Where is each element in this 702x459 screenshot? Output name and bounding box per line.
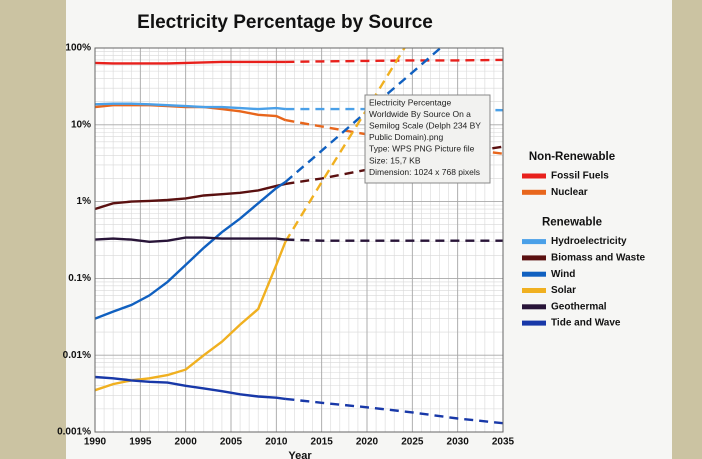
legend-swatch xyxy=(522,320,546,326)
x-tick-label: 2035 xyxy=(492,437,515,448)
tooltip: Electricity Percentage Worldwide By Sourc… xyxy=(364,94,491,184)
chart-title: Electricity Percentage by Source xyxy=(137,12,433,33)
projection-line xyxy=(285,58,503,64)
y-tick-label: 0.01% xyxy=(63,350,91,361)
projection-line xyxy=(285,238,503,242)
legend-label: Fossil Fuels xyxy=(551,171,609,182)
series-line xyxy=(95,182,286,211)
x-axis-label: Year xyxy=(288,450,312,459)
legend-group-title: Non-Renewable xyxy=(529,151,615,163)
tooltip-line: Type: WPS PNG Picture file xyxy=(369,144,475,154)
legend-swatch xyxy=(522,288,546,293)
tooltip-line: Public Domain).png xyxy=(369,132,443,142)
y-tick-label: 10% xyxy=(71,119,91,130)
x-tick-label: 2025 xyxy=(401,437,424,448)
legend: Non-Renewable Fossil Fuels Nuclear Renewabl… xyxy=(522,151,646,329)
x-tick-label: 1995 xyxy=(129,437,152,448)
tooltip-line: Semilog Scale (Delph 234 BY xyxy=(369,120,481,130)
series-line xyxy=(95,60,286,65)
x-tick-label: 2005 xyxy=(220,437,243,448)
legend-label: Biomass and Waste xyxy=(551,253,646,264)
legend-label: Wind xyxy=(551,269,575,280)
x-tick-label: 2000 xyxy=(175,437,198,448)
legend-label: Solar xyxy=(551,285,576,296)
legend-group-title: Renewable xyxy=(542,217,602,229)
y-tick-label: 100% xyxy=(65,43,91,54)
y-tick-label: 0.001% xyxy=(57,427,91,438)
legend-swatch xyxy=(522,271,546,277)
projection-line xyxy=(284,48,406,243)
legend-label: Hydroelectricity xyxy=(551,236,627,247)
legend-swatch xyxy=(522,255,546,261)
x-tick-label: 2020 xyxy=(356,437,379,448)
tooltip-line: Size: 15,7 KB xyxy=(369,155,421,165)
x-tick-label: 2010 xyxy=(265,437,288,448)
series-line xyxy=(95,236,286,244)
y-tick-label: 0.1% xyxy=(68,273,91,284)
tooltip-line: Electricity Percentage xyxy=(369,97,451,107)
grid xyxy=(94,47,504,433)
x-tick-label: 2015 xyxy=(311,437,334,448)
x-tick-label: 1990 xyxy=(84,437,107,448)
legend-label: Tide and Wave xyxy=(551,318,621,329)
tooltip-box xyxy=(364,94,491,184)
series-line xyxy=(95,181,287,320)
series-line xyxy=(95,375,286,401)
projection-line xyxy=(285,397,503,425)
legend-swatch xyxy=(522,304,546,310)
plot-frame xyxy=(94,47,504,433)
legend-label: Nuclear xyxy=(551,187,588,198)
projection-line xyxy=(285,107,503,112)
axes: 1990 1995 2000 2005 2010 2015 2020 2025 2030 2035… xyxy=(57,43,514,448)
series-line xyxy=(95,102,286,111)
y-tick-label: 1% xyxy=(77,196,92,207)
legend-swatch xyxy=(522,189,546,195)
tooltip-line: Dimension: 1024 x 768 pixels xyxy=(369,167,480,177)
legend-swatch xyxy=(522,239,546,245)
tooltip-line: Worldwide By Source On a xyxy=(369,109,471,119)
legend-swatch xyxy=(522,173,546,179)
legend-label: Geothermal xyxy=(551,301,607,312)
x-tick-label: 2030 xyxy=(447,437,470,448)
